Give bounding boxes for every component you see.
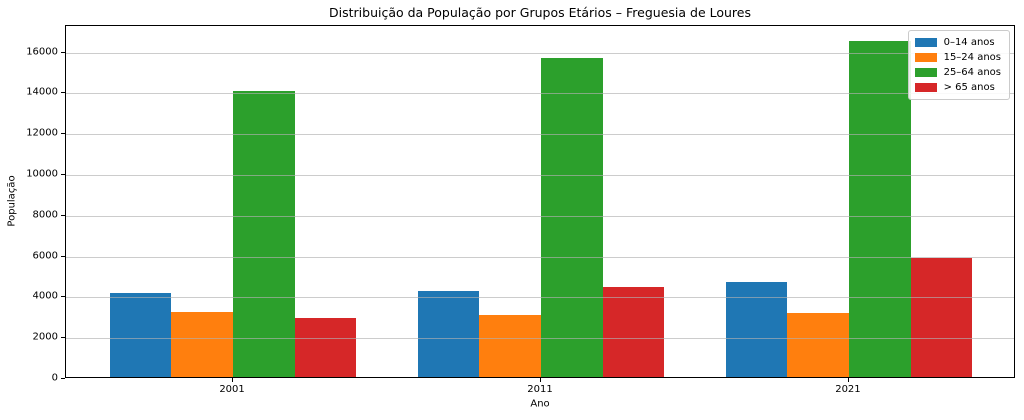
y-tickmark	[61, 296, 65, 298]
legend-label: 25–64 anos	[943, 67, 1001, 78]
legend-item: 25–64 anos	[914, 65, 1001, 80]
bar-15–24-anos-2001	[171, 311, 234, 377]
bar->-65-anos-2021	[910, 257, 973, 377]
legend-swatch-icon	[914, 83, 937, 92]
x-tickmark	[847, 378, 849, 382]
legend-label: 0–14 anos	[943, 37, 995, 48]
gridline-12000	[66, 134, 1014, 136]
x-tickmark	[540, 378, 541, 382]
y-tick-label: 10000	[26, 168, 58, 180]
gridline-14000	[66, 93, 1014, 95]
gridline-2000	[66, 338, 1014, 340]
y-tickmark	[61, 378, 65, 379]
legend-item: 15–24 anos	[914, 50, 1001, 65]
y-tickmark	[61, 51, 65, 53]
y-tickmark	[61, 92, 65, 94]
y-tickmark	[61, 337, 65, 339]
x-tick-label: 2001	[219, 384, 245, 395]
x-tick-label: 2011	[527, 384, 553, 395]
y-tick-label: 6000	[32, 250, 58, 262]
gridline-10000	[66, 174, 1014, 176]
plot-area	[65, 25, 1015, 378]
bar-15–24-anos-2021	[787, 312, 849, 377]
bar->-65-anos-2011	[602, 287, 665, 377]
y-tick-label: 8000	[32, 209, 58, 221]
gridline-6000	[66, 256, 1014, 258]
legend-swatch-icon	[914, 38, 937, 47]
legend: 0–14 anos 15–24 anos 25–64 anos > 65 anos	[907, 30, 1010, 100]
legend-item: 0–14 anos	[914, 35, 1001, 50]
gridline-16000	[66, 52, 1014, 54]
bar-0–14-anos-2021	[725, 282, 788, 377]
bar-25–64-anos-2001	[233, 91, 295, 377]
bar-25–64-anos-2011	[541, 57, 603, 377]
bar-15–24-anos-2011	[479, 314, 541, 377]
bar-25–64-anos-2021	[848, 41, 911, 377]
bar->-65-anos-2001	[294, 317, 357, 377]
legend-label: 15–24 anos	[943, 52, 1001, 63]
y-tick-label: 0	[51, 372, 58, 384]
bar-0–14-anos-2001	[109, 293, 172, 377]
legend-item: > 65 anos	[914, 80, 1001, 95]
y-tick-label: 2000	[32, 331, 58, 343]
y-tick-label: 12000	[26, 127, 58, 139]
x-tick-label: 2021	[835, 384, 861, 395]
legend-label: > 65 anos	[943, 82, 995, 93]
y-tick-label: 14000	[26, 86, 58, 98]
bar-0–14-anos-2011	[417, 291, 480, 377]
y-tickmark	[61, 214, 65, 216]
y-tickmark	[61, 173, 65, 175]
chart-title: Distribuição da População por Grupos Etá…	[329, 5, 751, 20]
gridline-8000	[66, 215, 1014, 217]
gridline-4000	[66, 297, 1014, 299]
y-tick-label: 16000	[26, 46, 58, 58]
legend-swatch-icon	[914, 53, 937, 62]
y-tickmark	[61, 255, 65, 257]
x-tickmark	[232, 378, 234, 382]
y-tickmark	[61, 133, 65, 135]
y-tick-label: 4000	[32, 290, 58, 302]
x-axis-label: Ano	[530, 398, 550, 410]
legend-swatch-icon	[914, 68, 937, 77]
